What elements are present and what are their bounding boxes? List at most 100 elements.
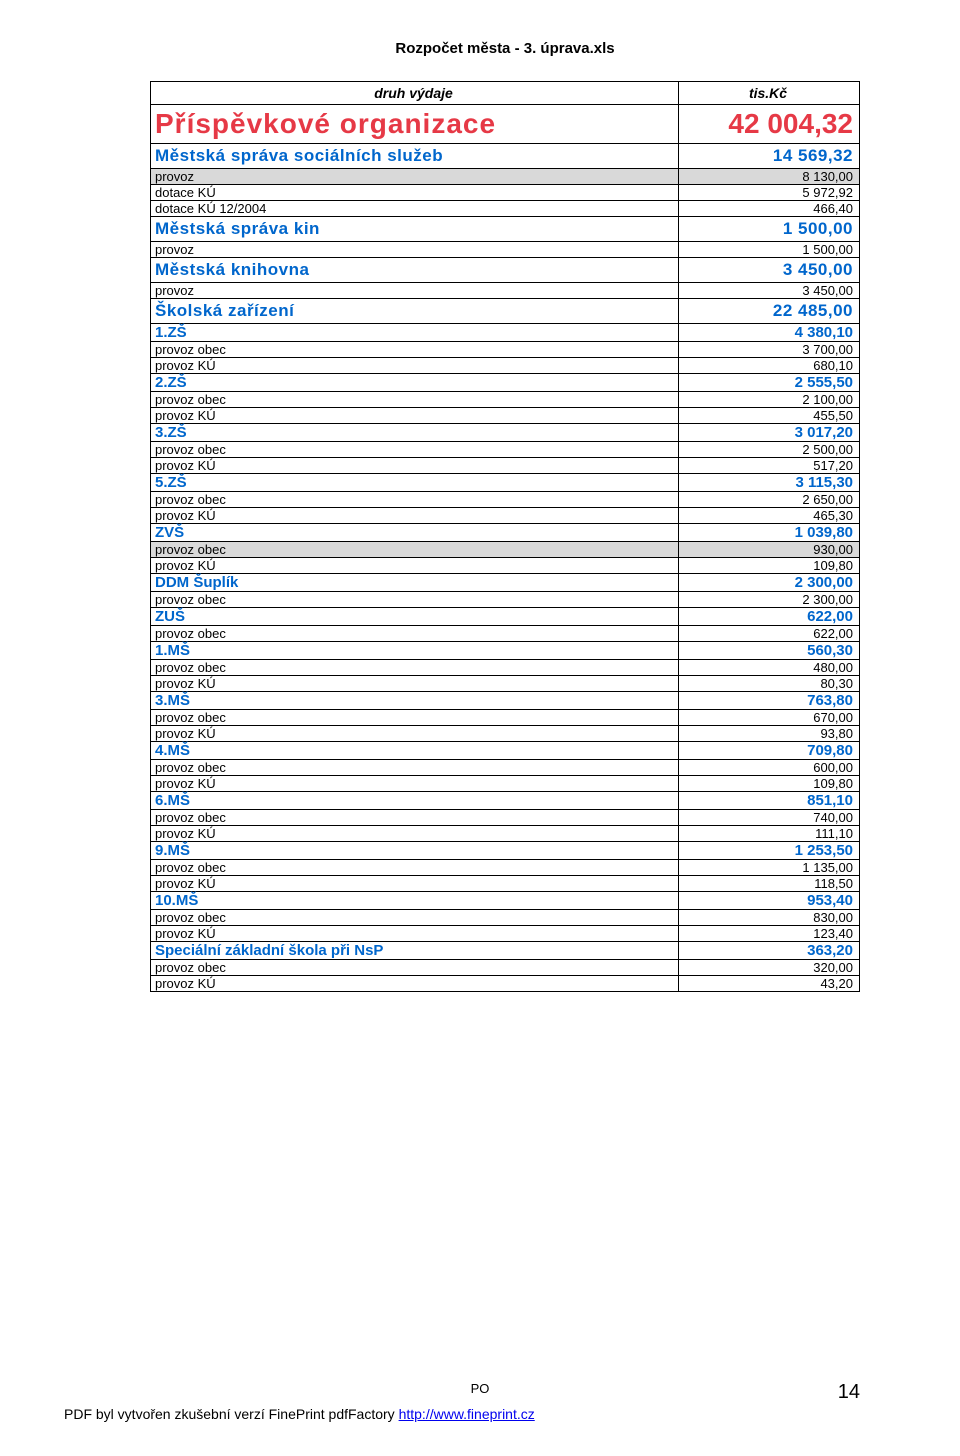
row-value: 3 115,30 (679, 474, 860, 492)
table-row: provoz obec930,00 (151, 542, 860, 558)
table-row: provoz obec3 700,00 (151, 342, 860, 358)
row-label: 2.ZŠ (151, 374, 679, 392)
row-value: 3 700,00 (679, 342, 860, 358)
page-title: Rozpočet města - 3. úprava.xls (150, 40, 860, 57)
row-value: 2 500,00 (679, 442, 860, 458)
table-row: 5.ZŠ3 115,30 (151, 474, 860, 492)
row-label: 1.MŠ (151, 642, 679, 660)
row-label: provoz KÚ (151, 508, 679, 524)
table-row: ZUŠ622,00 (151, 608, 860, 626)
row-value: 763,80 (679, 692, 860, 710)
table-row: provoz KÚ109,80 (151, 776, 860, 792)
table-row: provoz KÚ118,50 (151, 876, 860, 892)
row-label: provoz KÚ (151, 876, 679, 892)
row-value: 2 650,00 (679, 492, 860, 508)
row-value: 830,00 (679, 910, 860, 926)
row-value: 465,30 (679, 508, 860, 524)
row-label: provoz obec (151, 810, 679, 826)
row-label: provoz obec (151, 392, 679, 408)
table-row: provoz KÚ455,50 (151, 408, 860, 424)
row-value: 622,00 (679, 608, 860, 626)
row-value: 111,10 (679, 826, 860, 842)
table-row: provoz KÚ123,40 (151, 926, 860, 942)
row-label: ZUŠ (151, 608, 679, 626)
row-label: provoz KÚ (151, 926, 679, 942)
table-row: ZVŠ1 039,80 (151, 524, 860, 542)
page: Rozpočet města - 3. úprava.xls druh výda… (0, 0, 960, 1456)
row-label: provoz obec (151, 542, 679, 558)
row-value: 2 555,50 (679, 374, 860, 392)
row-label: provoz obec (151, 492, 679, 508)
header-right: tis.Kč (679, 82, 860, 105)
row-label: provoz KÚ (151, 676, 679, 692)
row-value: 600,00 (679, 760, 860, 776)
row-label: Školská zařízení (151, 299, 679, 324)
row-value: 517,20 (679, 458, 860, 474)
table-row: Speciální základní škola při NsP363,20 (151, 942, 860, 960)
row-value: 2 300,00 (679, 592, 860, 608)
row-label: provoz (151, 169, 679, 185)
row-label: Speciální základní škola při NsP (151, 942, 679, 960)
row-value: 560,30 (679, 642, 860, 660)
row-label: provoz KÚ (151, 408, 679, 424)
row-label: 6.MŠ (151, 792, 679, 810)
row-value: 3 450,00 (679, 258, 860, 283)
row-value: 5 972,92 (679, 185, 860, 201)
table-row: provoz obec480,00 (151, 660, 860, 676)
table-row: 3.ZŠ3 017,20 (151, 424, 860, 442)
row-label: provoz KÚ (151, 458, 679, 474)
row-value: 1 253,50 (679, 842, 860, 860)
table-row: provoz8 130,00 (151, 169, 860, 185)
footer-link[interactable]: http://www.fineprint.cz (399, 1406, 535, 1422)
row-value: 93,80 (679, 726, 860, 742)
table-row: 9.MŠ1 253,50 (151, 842, 860, 860)
table-row: dotace KÚ 12/2004466,40 (151, 201, 860, 217)
row-label: provoz KÚ (151, 558, 679, 574)
row-value: 4 380,10 (679, 324, 860, 342)
row-value: 109,80 (679, 776, 860, 792)
footer-left: PDF byl vytvořen zkušební verzí FinePrin… (64, 1406, 535, 1422)
table-row: provoz obec2 300,00 (151, 592, 860, 608)
table-row: 10.MŠ953,40 (151, 892, 860, 910)
row-label: provoz (151, 242, 679, 258)
row-label: provoz obec (151, 710, 679, 726)
row-value: 2 300,00 (679, 574, 860, 592)
row-value: 1 500,00 (679, 217, 860, 242)
row-value: 22 485,00 (679, 299, 860, 324)
table-row: provoz KÚ109,80 (151, 558, 860, 574)
table-row: 6.MŠ851,10 (151, 792, 860, 810)
row-value: 42 004,32 (679, 105, 860, 144)
row-value: 622,00 (679, 626, 860, 642)
header-left: druh výdaje (151, 82, 679, 105)
row-label: 3.ZŠ (151, 424, 679, 442)
row-label: provoz obec (151, 860, 679, 876)
row-label: provoz KÚ (151, 726, 679, 742)
table-row: provoz obec600,00 (151, 760, 860, 776)
table-row: provoz KÚ93,80 (151, 726, 860, 742)
row-value: 14 569,32 (679, 144, 860, 169)
footer-page-number: 14 (838, 1381, 860, 1404)
row-label: ZVŠ (151, 524, 679, 542)
table-row: provoz KÚ111,10 (151, 826, 860, 842)
row-value: 930,00 (679, 542, 860, 558)
row-label: Městská správa sociálních služeb (151, 144, 679, 169)
table-header-row: druh výdaje tis.Kč (151, 82, 860, 105)
row-label: provoz KÚ (151, 826, 679, 842)
row-value: 109,80 (679, 558, 860, 574)
table-row: provoz KÚ465,30 (151, 508, 860, 524)
row-value: 466,40 (679, 201, 860, 217)
row-value: 363,20 (679, 942, 860, 960)
row-label: provoz obec (151, 910, 679, 926)
row-label: Městská knihovna (151, 258, 679, 283)
table-row: provoz3 450,00 (151, 283, 860, 299)
row-value: 123,40 (679, 926, 860, 942)
row-label: provoz obec (151, 592, 679, 608)
row-label: provoz obec (151, 660, 679, 676)
row-label: dotace KÚ 12/2004 (151, 201, 679, 217)
table-row: dotace KÚ5 972,92 (151, 185, 860, 201)
row-label: 5.ZŠ (151, 474, 679, 492)
table-row: provoz obec2 500,00 (151, 442, 860, 458)
row-label: 3.MŠ (151, 692, 679, 710)
row-value: 670,00 (679, 710, 860, 726)
row-label: provoz KÚ (151, 976, 679, 992)
